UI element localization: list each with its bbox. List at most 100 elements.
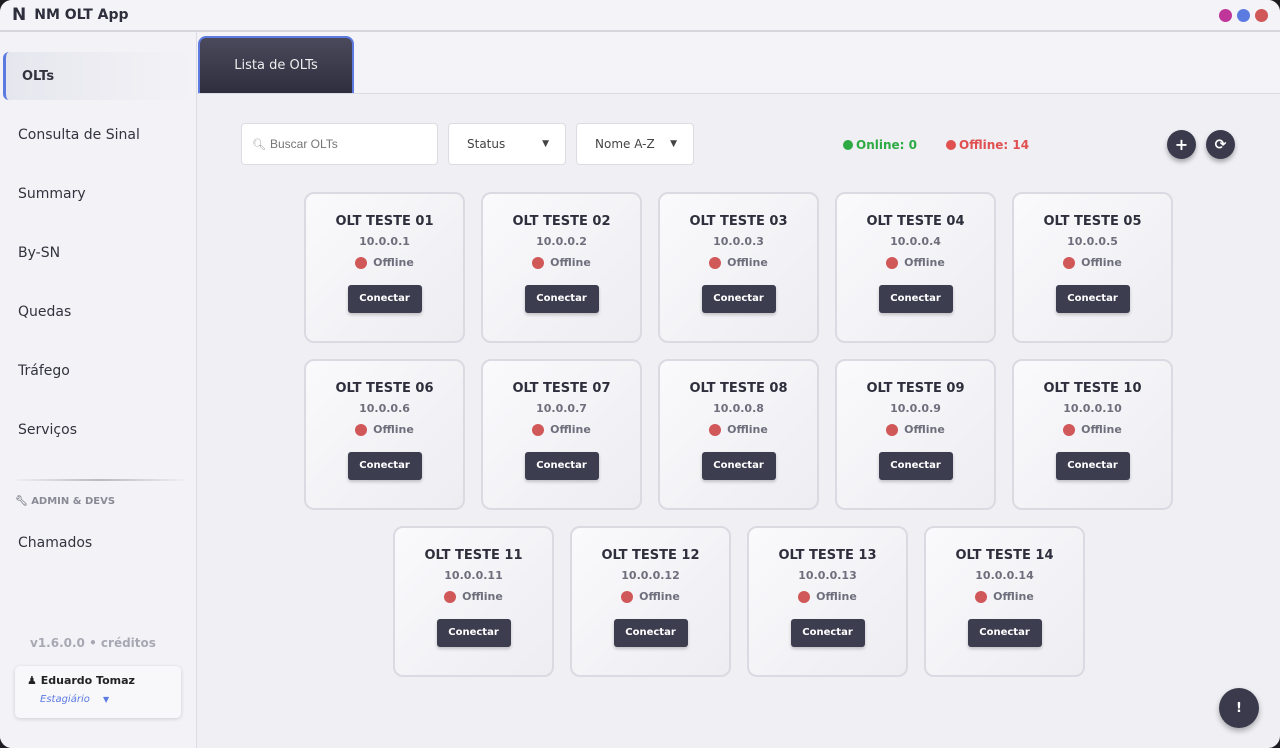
olt-ip: 10.0.0.6 bbox=[359, 402, 410, 415]
olt-ip: 10.0.0.10 bbox=[1063, 402, 1122, 415]
sidebar-item-consulta-de-sinal[interactable]: Consulta de Sinal bbox=[18, 127, 140, 143]
title-bar: N NM OLT App bbox=[0, 0, 1280, 32]
refresh-icon: ⟳ bbox=[1214, 136, 1227, 153]
olt-name: OLT TESTE 05 bbox=[1043, 214, 1142, 229]
olt-card: OLT TESTE 05 10.0.0.5 Offline Conectar bbox=[1012, 192, 1173, 343]
user-role-dropdown[interactable]: Estagiário ▼ bbox=[40, 694, 110, 705]
status-dot-icon bbox=[355, 423, 368, 436]
connect-button[interactable]: Conectar bbox=[524, 285, 599, 313]
user-card[interactable]: ♟ Eduardo Tomaz Estagiário ▼ bbox=[15, 666, 181, 718]
search-icon: 🔍︎ bbox=[252, 137, 266, 151]
olt-ip: 10.0.0.8 bbox=[713, 402, 764, 415]
olt-status: Offline bbox=[749, 590, 906, 603]
version-credits-link[interactable]: v1.6.0.0 • créditos bbox=[30, 636, 156, 650]
olt-status: Offline bbox=[837, 423, 994, 436]
status-dot-icon bbox=[709, 423, 722, 436]
window-dot-close[interactable] bbox=[1255, 9, 1268, 22]
connect-button[interactable]: Conectar bbox=[790, 619, 865, 647]
connect-button[interactable]: Conectar bbox=[701, 452, 776, 480]
status-dot-icon bbox=[975, 590, 988, 603]
olt-card: OLT TESTE 12 10.0.0.12 Offline Conectar bbox=[570, 526, 731, 677]
olt-status: Offline bbox=[1014, 423, 1171, 436]
status-dot-icon bbox=[886, 423, 899, 436]
olt-card: OLT TESTE 03 10.0.0.3 Offline Conectar bbox=[658, 192, 819, 343]
olt-card: OLT TESTE 01 10.0.0.1 Offline Conectar bbox=[304, 192, 465, 343]
plus-icon: + bbox=[1174, 135, 1189, 154]
olt-name: OLT TESTE 04 bbox=[866, 214, 965, 229]
tab-lista-de-olts[interactable]: Lista de OLTs bbox=[198, 36, 354, 93]
status-dot-icon bbox=[886, 256, 899, 269]
connect-button[interactable]: Conectar bbox=[347, 285, 422, 313]
olt-name: OLT TESTE 01 bbox=[335, 214, 434, 229]
olt-status: Offline bbox=[1014, 256, 1171, 269]
help-button[interactable]: ! bbox=[1219, 688, 1259, 728]
olt-ip: 10.0.0.9 bbox=[890, 402, 941, 415]
status-select[interactable]: Status ▼ bbox=[448, 123, 566, 165]
sidebar-item-servi-os[interactable]: Serviços bbox=[18, 422, 77, 438]
olt-ip: 10.0.0.2 bbox=[536, 235, 587, 248]
sidebar-item-summary[interactable]: Summary bbox=[18, 186, 86, 202]
olt-status: Offline bbox=[660, 423, 817, 436]
sidebar-item-by-sn[interactable]: By-SN bbox=[18, 245, 61, 261]
olt-name: OLT TESTE 06 bbox=[335, 381, 434, 396]
status-dot-icon bbox=[798, 590, 811, 603]
status-dot-icon bbox=[621, 590, 634, 603]
sidebar-item-quedas[interactable]: Quedas bbox=[18, 304, 72, 320]
sidebar-item-chamados[interactable]: Chamados bbox=[18, 535, 93, 551]
olt-ip: 10.0.0.13 bbox=[798, 569, 857, 582]
olt-name: OLT TESTE 12 bbox=[601, 548, 700, 563]
offline-count: Offline: 14 bbox=[946, 138, 1029, 152]
status-dot-icon bbox=[532, 256, 545, 269]
olt-card: OLT TESTE 02 10.0.0.2 Offline Conectar bbox=[481, 192, 642, 343]
olt-name: OLT TESTE 11 bbox=[424, 548, 523, 563]
olt-name: OLT TESTE 08 bbox=[689, 381, 788, 396]
olt-name: OLT TESTE 07 bbox=[512, 381, 611, 396]
wrench-icon: 🔧︎ bbox=[15, 496, 28, 507]
connect-button[interactable]: Conectar bbox=[524, 452, 599, 480]
search-input[interactable] bbox=[269, 137, 430, 151]
admin-section-label: 🔧︎ ADMIN & DEVS bbox=[15, 496, 116, 507]
olt-status: Offline bbox=[572, 590, 729, 603]
online-dot-icon bbox=[843, 140, 853, 150]
sidebar-item-tr-fego[interactable]: Tráfego bbox=[18, 363, 70, 379]
olt-status: Offline bbox=[483, 256, 640, 269]
sidebar-item-olts[interactable]: OLTs bbox=[3, 52, 195, 100]
olt-card: OLT TESTE 13 10.0.0.13 Offline Conectar bbox=[747, 526, 908, 677]
connect-button[interactable]: Conectar bbox=[1055, 285, 1130, 313]
connect-button[interactable]: Conectar bbox=[436, 619, 511, 647]
window-dot-minimize[interactable] bbox=[1219, 9, 1232, 22]
connect-button[interactable]: Conectar bbox=[967, 619, 1042, 647]
tab-bar: Lista de OLTs bbox=[197, 32, 1280, 94]
connect-button[interactable]: Conectar bbox=[701, 285, 776, 313]
connect-button[interactable]: Conectar bbox=[878, 452, 953, 480]
olt-card: OLT TESTE 08 10.0.0.8 Offline Conectar bbox=[658, 359, 819, 510]
olt-status: Offline bbox=[837, 256, 994, 269]
chevron-down-icon: ▼ bbox=[103, 695, 110, 704]
olt-ip: 10.0.0.5 bbox=[1067, 235, 1118, 248]
status-dot-icon bbox=[444, 590, 457, 603]
window-dot-maximize[interactable] bbox=[1237, 9, 1250, 22]
window-controls bbox=[1219, 9, 1268, 22]
add-olt-button[interactable]: + bbox=[1167, 130, 1196, 159]
olt-status: Offline bbox=[926, 590, 1083, 603]
sidebar-divider bbox=[10, 479, 190, 481]
connect-button[interactable]: Conectar bbox=[347, 452, 422, 480]
olt-status: Offline bbox=[306, 423, 463, 436]
olt-name: OLT TESTE 10 bbox=[1043, 381, 1142, 396]
chevron-down-icon: ▼ bbox=[542, 139, 549, 149]
search-box[interactable]: 🔍︎ bbox=[241, 123, 438, 165]
olt-name: OLT TESTE 03 bbox=[689, 214, 788, 229]
olt-name: OLT TESTE 13 bbox=[778, 548, 877, 563]
olt-card: OLT TESTE 14 10.0.0.14 Offline Conectar bbox=[924, 526, 1085, 677]
sort-select[interactable]: Nome A-Z ▼ bbox=[576, 123, 694, 165]
olt-ip: 10.0.0.3 bbox=[713, 235, 764, 248]
app-title: NM OLT App bbox=[34, 7, 129, 23]
connect-button[interactable]: Conectar bbox=[613, 619, 688, 647]
olt-ip: 10.0.0.14 bbox=[975, 569, 1034, 582]
connect-button[interactable]: Conectar bbox=[1055, 452, 1130, 480]
olt-status: Offline bbox=[395, 590, 552, 603]
connect-button[interactable]: Conectar bbox=[878, 285, 953, 313]
olt-card: OLT TESTE 07 10.0.0.7 Offline Conectar bbox=[481, 359, 642, 510]
refresh-button[interactable]: ⟳ bbox=[1206, 130, 1235, 159]
